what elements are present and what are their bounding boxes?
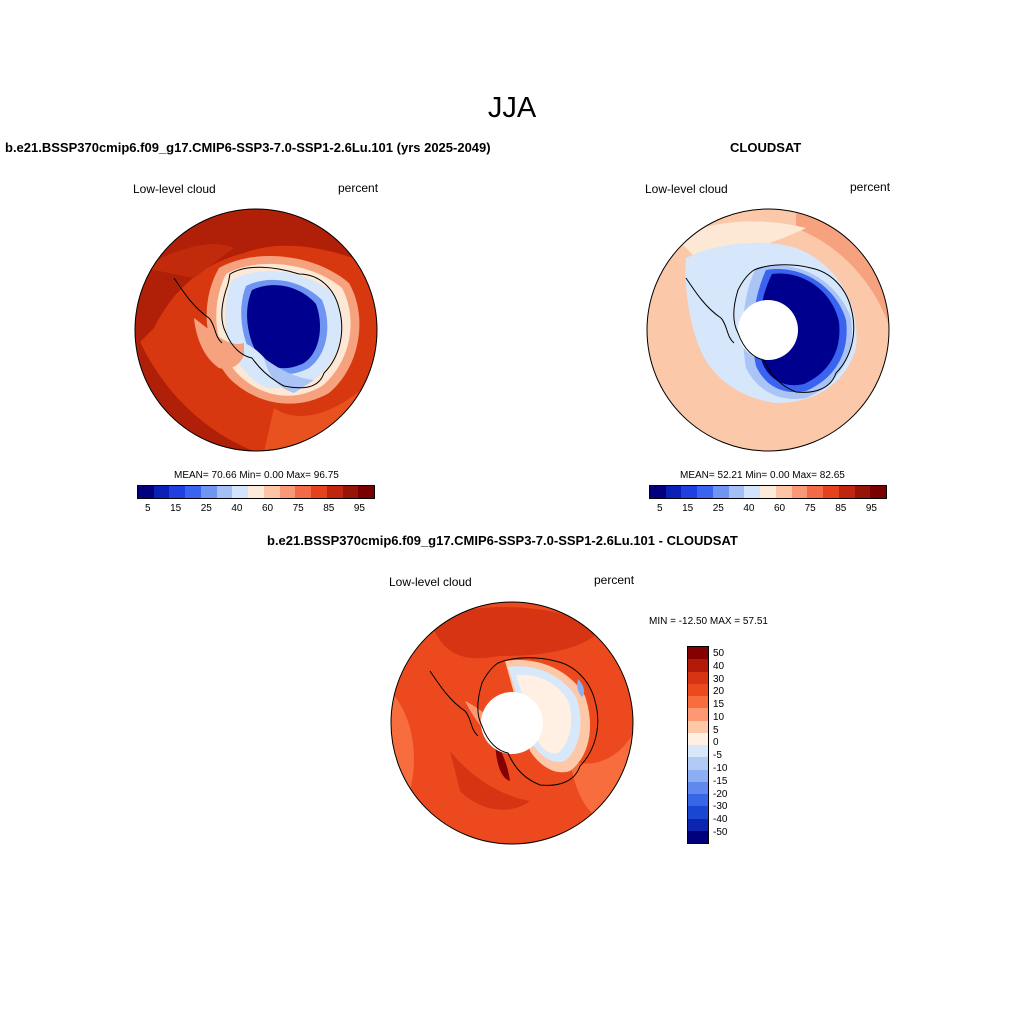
left-polar-map (134, 208, 378, 452)
colorbar-tick-label: -5 (713, 750, 722, 762)
colorbar-tick-label: 85 (323, 503, 335, 514)
right-units-label: percent (850, 180, 891, 194)
colorbar-tick-label: -15 (713, 775, 728, 787)
colorbar-swatch (744, 486, 761, 498)
left-colorbar-labels: 5 15 25 40 60 75 85 95 (145, 503, 365, 514)
colorbar-swatch (665, 486, 682, 498)
colorbar-swatch (688, 647, 708, 660)
diff-variable-label: Low-level cloud (389, 575, 472, 589)
colorbar-swatch (169, 486, 186, 498)
colorbar-swatch (295, 486, 312, 498)
colorbar-swatch (688, 732, 708, 745)
colorbar-tick-label: 0 (713, 737, 719, 749)
colorbar-swatch (712, 486, 729, 498)
colorbar-swatch (200, 486, 217, 498)
diff-polar-map (390, 601, 634, 845)
colorbar-swatch (807, 486, 824, 498)
diff-min-max: MIN = -12.50 MAX = 57.51 (649, 616, 768, 627)
colorbar-swatch (279, 486, 296, 498)
colorbar-swatch (760, 486, 776, 498)
colorbar-swatch (326, 486, 343, 498)
left-variable-label: Low-level cloud (133, 182, 216, 196)
colorbar-tick-label: 40 (713, 660, 725, 672)
colorbar-swatch (775, 486, 792, 498)
colorbar-tick-label: 75 (292, 503, 304, 514)
colorbar-swatch (681, 486, 698, 498)
right-polar-map (646, 208, 890, 452)
right-panel-title: CLOUDSAT (730, 140, 802, 155)
colorbar-swatch (342, 486, 359, 498)
colorbar-swatch (854, 486, 871, 498)
colorbar-swatch (688, 683, 708, 696)
diff-colorbar (687, 646, 709, 844)
diff-units-label: percent (594, 573, 635, 587)
colorbar-tick-label: 25 (712, 503, 724, 514)
colorbar-tick-label: 40 (743, 503, 755, 514)
diff-panel-title: b.e21.BSSP370cmip6.f09_g17.CMIP6-SSP3-7.… (267, 533, 738, 548)
colorbar-tick-label: -10 (713, 763, 728, 775)
colorbar-swatch (263, 486, 280, 498)
colorbar-swatch (688, 745, 708, 758)
colorbar-tick-label: 95 (353, 503, 365, 514)
colorbar-swatch (688, 708, 708, 721)
colorbar-swatch (688, 757, 708, 770)
colorbar-swatch (650, 486, 666, 498)
colorbar-swatch (688, 794, 708, 807)
colorbar-swatch (688, 781, 708, 794)
colorbar-swatch (823, 486, 839, 498)
colorbar-swatch (688, 830, 708, 843)
right-colorbar-labels: 5 15 25 40 60 75 85 95 (657, 503, 877, 514)
left-stats: MEAN= 70.66 Min= 0.00 Max= 96.75 (174, 470, 339, 481)
colorbar-tick-label: 60 (261, 503, 274, 514)
colorbar-tick-label: -30 (713, 801, 728, 813)
colorbar-swatch (138, 486, 154, 498)
colorbar-swatch (870, 486, 887, 498)
main-title: JJA (487, 92, 537, 124)
colorbar-tick-label: 50 (713, 648, 725, 659)
colorbar-tick-label: 25 (200, 503, 212, 514)
left-colorbar (137, 485, 375, 499)
colorbar-swatch (688, 769, 708, 782)
colorbar-tick-label: 75 (804, 503, 816, 514)
colorbar-tick-label: 15 (170, 503, 182, 514)
colorbar-swatch (248, 486, 264, 498)
colorbar-tick-label: 5 (713, 724, 719, 736)
colorbar-swatch (688, 720, 708, 733)
colorbar-tick-label: -50 (713, 826, 728, 838)
left-panel-title: b.e21.BSSP370cmip6.f09_g17.CMIP6-SSP3-7.… (5, 140, 491, 155)
colorbar-swatch (185, 486, 201, 498)
colorbar-swatch (728, 486, 745, 498)
colorbar-tick-label: 15 (682, 503, 694, 514)
colorbar-swatch (153, 486, 170, 498)
colorbar-tick-label: 15 (713, 699, 725, 711)
colorbar-swatch (688, 818, 708, 831)
colorbar-tick-label: 95 (865, 503, 877, 514)
colorbar-tick-label: 40 (231, 503, 243, 514)
right-variable-label: Low-level cloud (645, 182, 728, 196)
colorbar-swatch (697, 486, 713, 498)
left-units-label: percent (338, 181, 379, 195)
colorbar-tick-label: 10 (713, 711, 725, 723)
colorbar-swatch (311, 486, 327, 498)
colorbar-tick-label: 60 (773, 503, 786, 514)
colorbar-tick-label: -40 (713, 814, 728, 826)
colorbar-tick-label: 30 (713, 673, 725, 685)
colorbar-swatch (688, 696, 708, 709)
colorbar-swatch (688, 671, 708, 684)
colorbar-swatch (358, 486, 375, 498)
colorbar-tick-label: -20 (713, 788, 728, 800)
colorbar-tick-label: 5 (657, 503, 663, 514)
colorbar-swatch (216, 486, 233, 498)
colorbar-tick-label: 85 (835, 503, 847, 514)
colorbar-swatch (791, 486, 808, 498)
colorbar-tick-label: 20 (713, 686, 725, 698)
colorbar-swatch (688, 806, 708, 819)
colorbar-swatch (232, 486, 249, 498)
diff-colorbar-labels: 50 40 30 20 15 10 5 0 -5 -10 -15 -20 -30 -40 -50 (713, 648, 727, 838)
right-colorbar (649, 485, 887, 499)
colorbar-swatch (688, 659, 708, 672)
colorbar-tick-label: 5 (145, 503, 151, 514)
right-stats: MEAN= 52.21 Min= 0.00 Max= 82.65 (680, 470, 845, 481)
colorbar-swatch (838, 486, 855, 498)
